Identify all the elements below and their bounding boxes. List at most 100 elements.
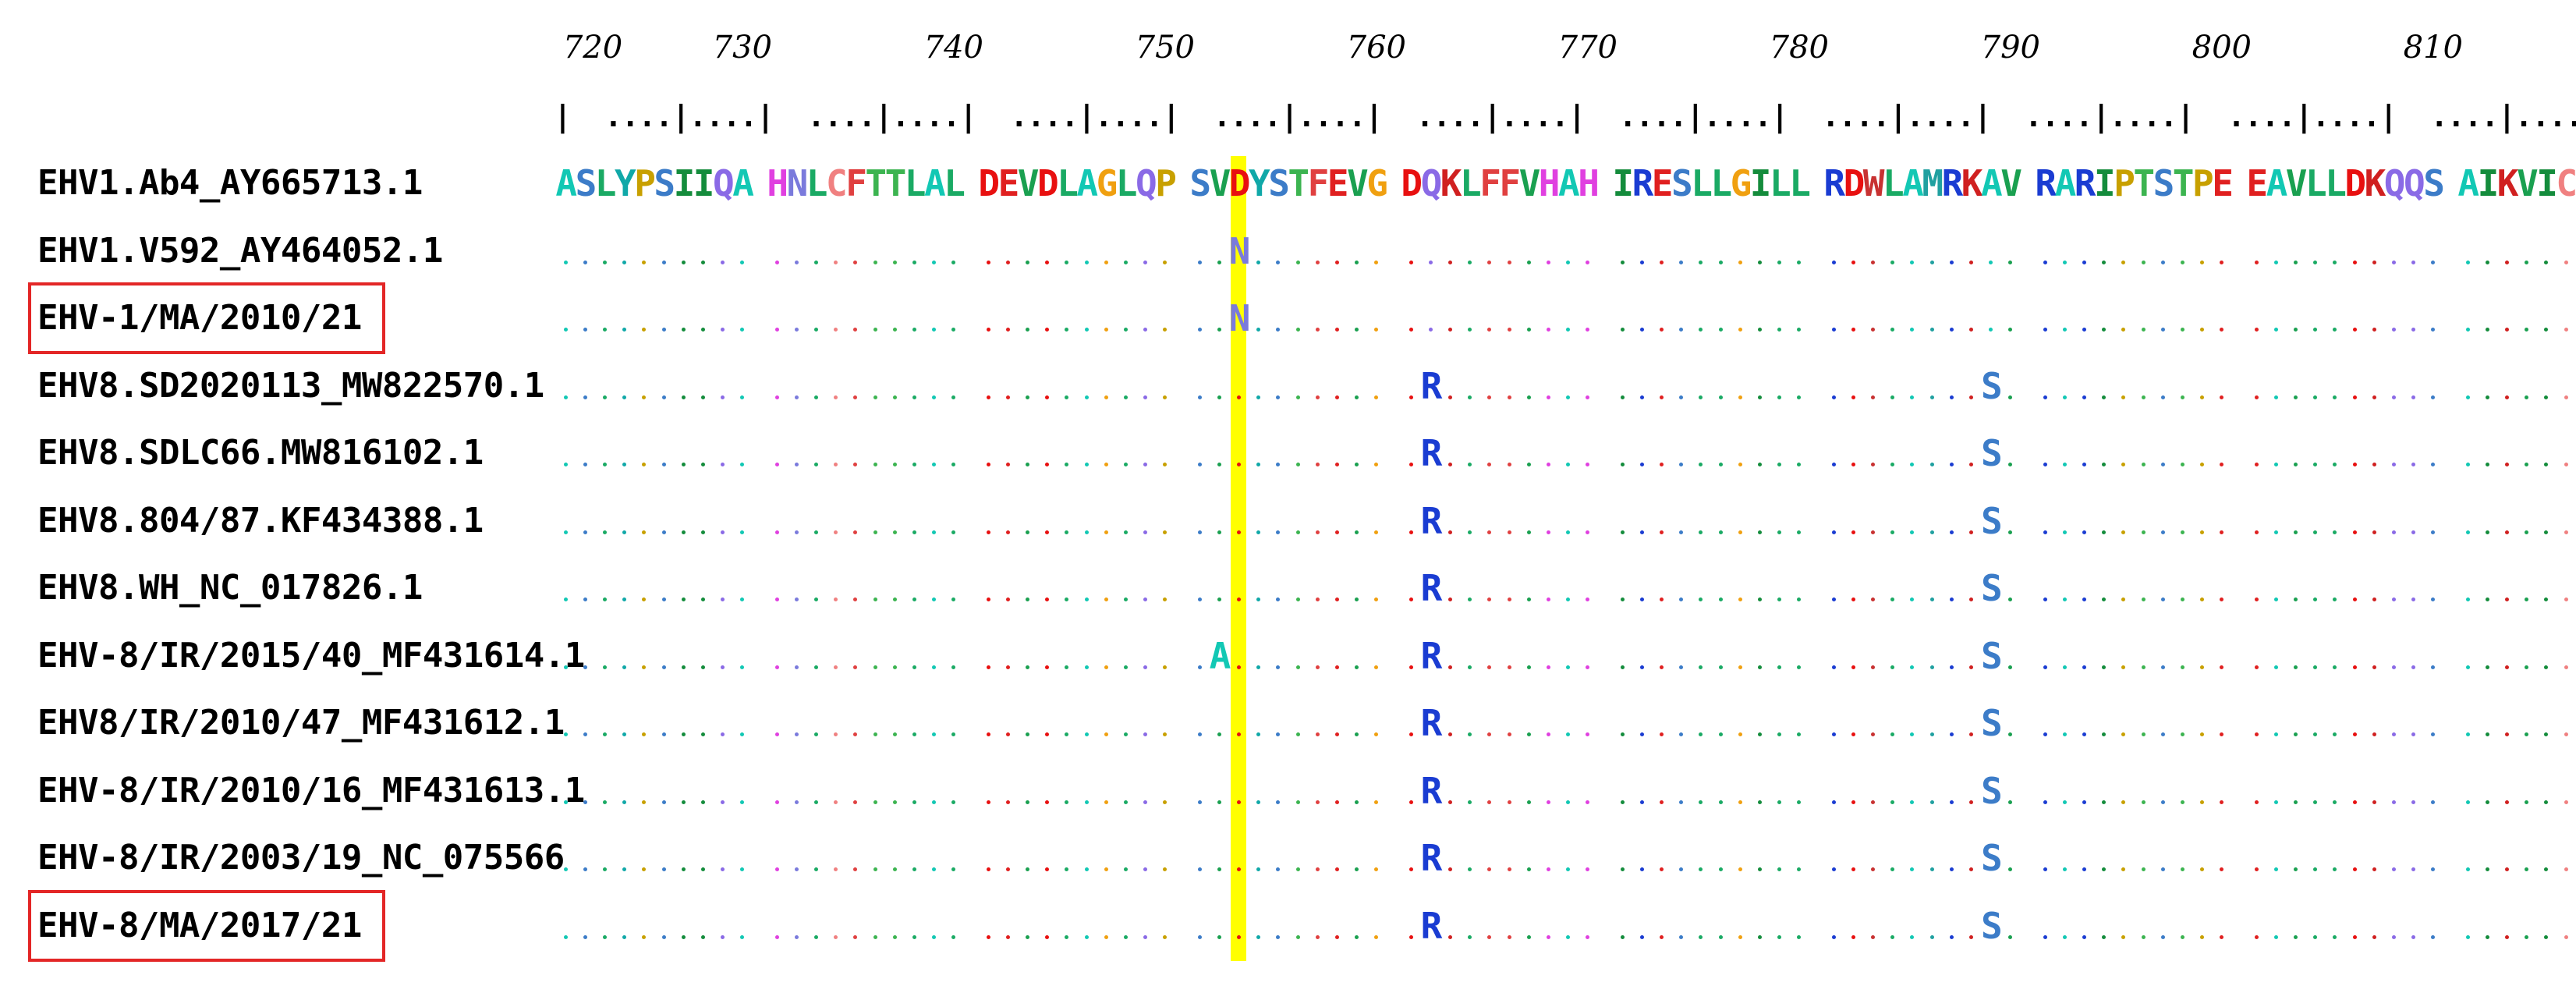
residue: R (1823, 162, 1846, 204)
identity-dot (2525, 260, 2529, 264)
identity-dot (740, 598, 745, 601)
identity-dot (1870, 867, 1875, 871)
identity-dot (2160, 598, 2165, 601)
residue: F (1307, 162, 1330, 204)
identity-dot (2544, 732, 2549, 736)
identity-dot (1355, 260, 1359, 264)
identity-dot (2352, 800, 2357, 804)
identity-dot (1797, 260, 1802, 264)
identity-dot (873, 800, 877, 804)
identity-dot (853, 934, 858, 939)
identity-dot (912, 260, 916, 264)
identity-dot (2333, 934, 2337, 939)
identity-dot (1526, 867, 1531, 871)
residue: I (1749, 162, 1772, 204)
residue: I (2094, 162, 2116, 204)
identity-dot (1408, 732, 1413, 736)
identity-dot (1718, 395, 1723, 399)
identity-dot (1910, 395, 1915, 399)
residue: R (1420, 634, 1443, 677)
sequence-name: EHV1.Ab4_AY665713.1 (37, 163, 423, 203)
identity-dot (1217, 395, 1221, 399)
identity-dot (740, 665, 745, 669)
identity-dot (1123, 867, 1128, 871)
identity-dot (1851, 934, 1855, 939)
identity-dot (1276, 328, 1281, 332)
identity-dot (1718, 260, 1723, 264)
identity-dot (1447, 260, 1452, 264)
identity-dot (1104, 934, 1108, 939)
identity-dot (1566, 867, 1571, 871)
identity-dot (2220, 665, 2224, 669)
identity-dot (2313, 463, 2318, 466)
ruler-number: 760 (1346, 30, 1406, 66)
residue: F (1479, 162, 1501, 204)
identity-dot (2062, 530, 2067, 534)
identity-dot (873, 867, 877, 871)
identity-dot (2525, 395, 2529, 399)
identity-dot (563, 260, 568, 264)
identity-dot (681, 934, 686, 939)
identity-dot (1123, 665, 1128, 669)
identity-dot (1374, 867, 1379, 871)
identity-dot (853, 665, 858, 669)
identity-dot (2254, 867, 2259, 871)
identity-dot (2160, 328, 2165, 332)
identity-dot (1334, 598, 1339, 601)
identity-dot (1699, 665, 1703, 669)
identity-dot (774, 328, 779, 332)
identity-dot (661, 530, 666, 534)
identity-dot (2180, 598, 2184, 601)
identity-dot (583, 598, 587, 601)
identity-dot (2544, 530, 2549, 534)
identity-dot (721, 530, 725, 534)
identity-dot (2082, 260, 2086, 264)
identity-dot (1197, 530, 1202, 534)
identity-dot (2465, 328, 2470, 332)
identity-dot (602, 732, 607, 736)
identity-dot (1507, 800, 1511, 804)
identity-dot (2564, 395, 2568, 399)
identity-dot (1123, 395, 1128, 399)
identity-dot (2391, 598, 2396, 601)
identity-dot (1929, 463, 1934, 466)
identity-dot (1586, 665, 1590, 669)
identity-dot (602, 867, 607, 871)
identity-dot (2411, 260, 2416, 264)
identity-dot (1929, 395, 1934, 399)
identity-dot (1104, 867, 1108, 871)
identity-dot (1968, 328, 1973, 332)
identity-dot (1123, 530, 1128, 534)
identity-dot (1620, 732, 1625, 736)
residue: P (2192, 162, 2214, 204)
identity-dot (661, 934, 666, 939)
identity-dot (2160, 800, 2165, 804)
identity-dot (2200, 732, 2205, 736)
identity-dot (1084, 395, 1089, 399)
identity-dot (912, 934, 916, 939)
identity-dot (1639, 530, 1644, 534)
identity-dot (1355, 463, 1359, 466)
identity-dot (1236, 598, 1241, 601)
identity-dot (1890, 867, 1895, 871)
residue: Q (1136, 162, 1157, 204)
ruler-number: 750 (1135, 30, 1195, 66)
identity-dot (1639, 934, 1644, 939)
residue: L (2325, 162, 2347, 204)
identity-dot (1487, 800, 1492, 804)
identity-dot (813, 328, 818, 332)
identity-dot (2102, 867, 2107, 871)
identity-dot (2564, 867, 2568, 871)
identity-dot (951, 395, 956, 399)
identity-dot (2254, 530, 2259, 534)
identity-dot (1797, 395, 1802, 399)
identity-dot (834, 463, 838, 466)
identity-dot (1910, 800, 1915, 804)
residue: P (1155, 162, 1177, 204)
identity-dot (1989, 328, 1993, 332)
identity-dot (1620, 934, 1625, 939)
identity-dot (951, 260, 956, 264)
identity-dot (563, 530, 568, 534)
identity-dot (2293, 530, 2298, 534)
identity-dot (1639, 867, 1644, 871)
